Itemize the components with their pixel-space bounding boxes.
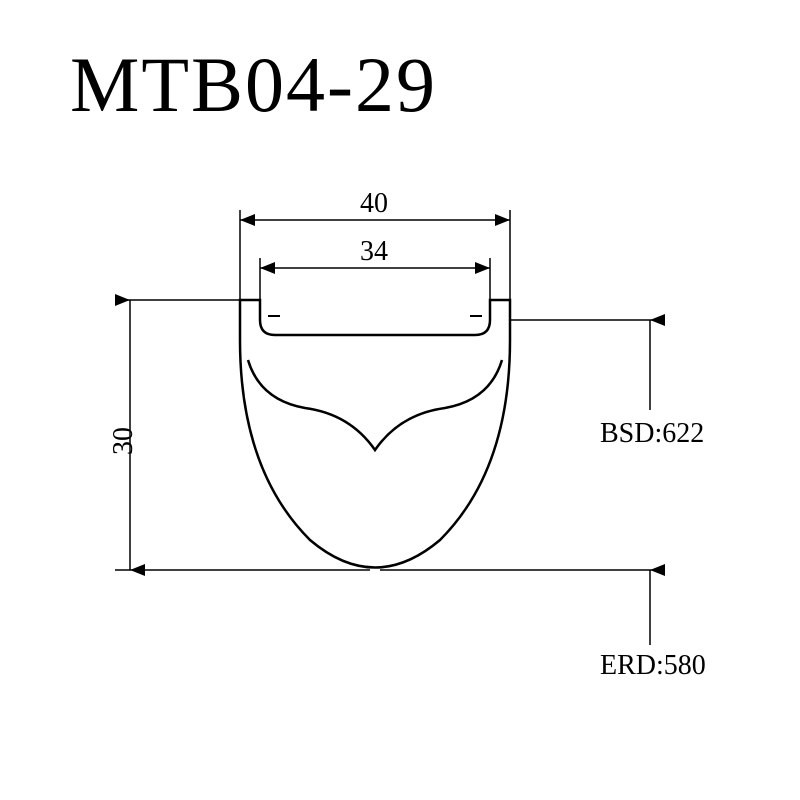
label-outer-width: 40 [360, 188, 388, 220]
rim-outer-profile [240, 300, 510, 568]
rim-inner-floor [248, 360, 502, 450]
label-bsd: BSD:622 [600, 418, 704, 450]
label-inner-width: 34 [360, 236, 388, 268]
label-depth: 30 [108, 427, 140, 455]
label-erd: ERD:580 [600, 650, 706, 682]
